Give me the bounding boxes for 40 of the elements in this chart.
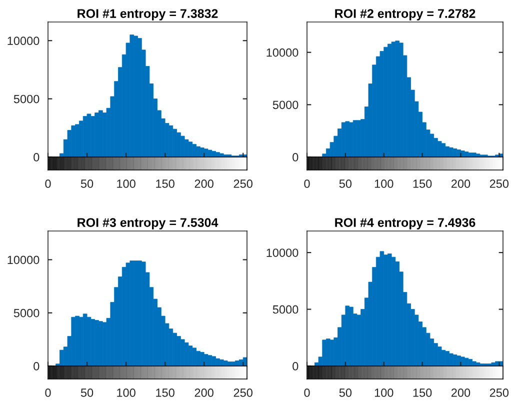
y-tick-label: 0 [34,153,40,162]
x-tick-label: 250 [234,180,252,188]
y-tick-label: 5000 [14,308,40,318]
chart-title: ROI #4 entropy = 7.4936 [335,218,476,230]
x-tick-label: 50 [80,180,94,188]
x-tick-label: 100 [374,388,394,397]
y-tick-label: 0 [34,362,40,370]
x-tick-label: 200 [194,180,214,188]
y-tick-label: 5000 [272,100,298,110]
x-tick-label: 200 [194,388,214,397]
x-tick-label: 150 [413,180,432,188]
x-tick-label: 200 [451,388,470,397]
y-tick-label: 10000 [8,256,40,264]
x-tick-label: 200 [451,180,470,188]
x-tick-label: 0 [45,180,51,188]
y-tick-label: 10000 [266,48,298,57]
y-tick-label: 0 [292,153,298,162]
y-tick-label: 10000 [266,248,298,257]
x-tick-label: 50 [339,180,352,188]
chart-title: ROI #2 entropy = 7.2782 [335,9,476,20]
x-tick-label: 150 [413,388,432,397]
x-tick-label: 250 [490,180,509,188]
x-tick-label: 100 [117,388,136,397]
x-tick-label: 50 [339,388,352,397]
chart-title: ROI #3 entropy = 7.5304 [78,218,218,230]
x-tick-label: 150 [156,180,174,188]
x-tick-label: 100 [117,180,136,188]
x-tick-label: 0 [45,388,51,397]
x-tick-label: 150 [156,388,174,397]
x-tick-label: 250 [234,388,252,397]
y-tick-label: 0 [292,362,298,370]
x-tick-label: 250 [490,388,509,397]
x-tick-label: 100 [374,180,394,188]
x-tick-label: 0 [304,388,310,397]
y-tick-label: 5000 [14,94,40,104]
x-tick-label: 0 [304,180,310,188]
x-tick-label: 50 [80,388,94,397]
y-tick-label: 10000 [8,36,40,46]
y-tick-label: 5000 [272,305,298,314]
chart-title: ROI #1 entropy = 7.3832 [78,9,218,20]
